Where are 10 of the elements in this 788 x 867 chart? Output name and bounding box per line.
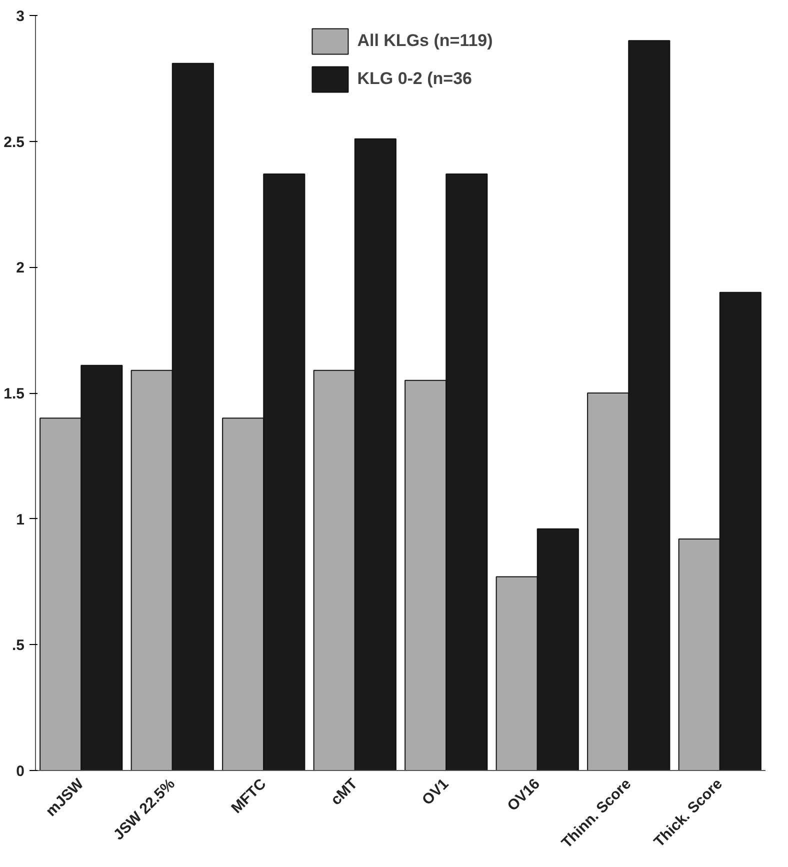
- legend-label: KLG 0-2 (n=36: [357, 69, 472, 89]
- x-tick-label: OV1: [418, 775, 452, 809]
- y-tick-label: 0: [16, 763, 24, 780]
- y-tick-label: .5: [12, 637, 25, 654]
- y-tick-label: 1.5: [4, 386, 25, 402]
- y-tick-label: 1: [16, 511, 24, 528]
- y-tick-label: 2: [16, 260, 24, 277]
- y-tick-label: 2.5: [4, 134, 25, 151]
- legend-label: All KLGs (n=119): [357, 31, 493, 51]
- y-tick-label: 3: [16, 8, 24, 25]
